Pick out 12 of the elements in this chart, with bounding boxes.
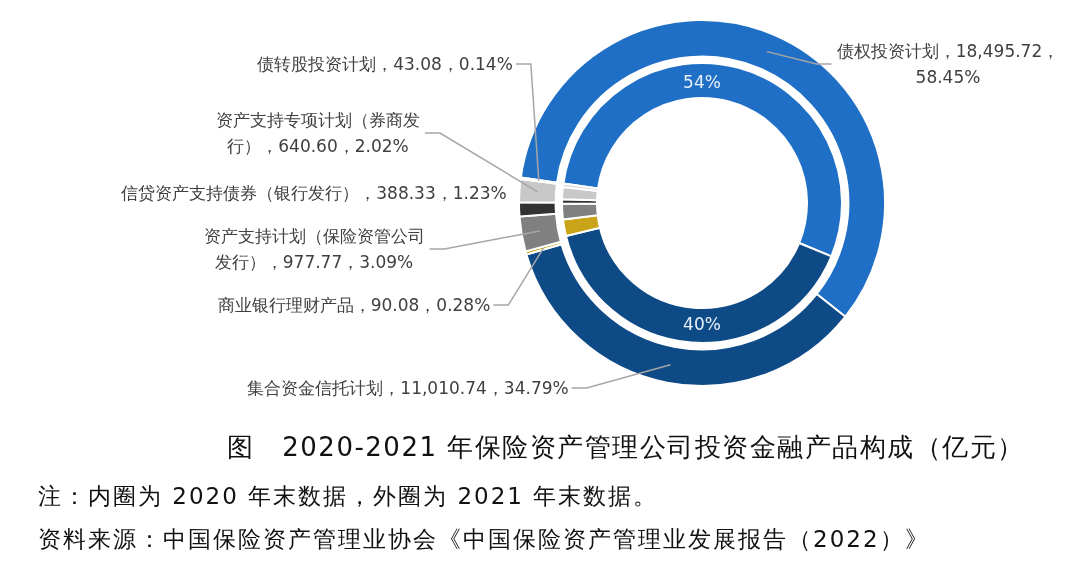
slice-label: 债权投资计划，18,495.72，58.45% (835, 40, 1061, 89)
text: 资料来源：中国保险资产管理业协会《中国保险资产管理业发展报告（2022）》 (38, 525, 930, 554)
text: 图 2020-2021 年保险资产管理公司投资金融产品构成（亿元） (226, 431, 1026, 464)
slice-label: 资产支持计划（保险资管公司发行），977.77，3.09% (202, 225, 426, 274)
slice-label: 资产支持专项计划（券商发行），640.60，2.02% (215, 109, 421, 158)
data-label: 40% (683, 313, 721, 334)
slice-label: 债转股投资计划，43.08，0.14% (257, 53, 513, 76)
slice-label: 商业银行理财产品，90.08，0.28% (217, 294, 491, 317)
slice-label: 集合资金信托计划，11,010.74，34.79% (247, 377, 569, 400)
slice-label: 信贷资产支持债券（银行发行），388.33，1.23% (121, 182, 507, 205)
data-label: 54% (683, 72, 721, 93)
text: 注：内圈为 2020 年末数据，外圈为 2021 年末数据。 (38, 482, 659, 511)
